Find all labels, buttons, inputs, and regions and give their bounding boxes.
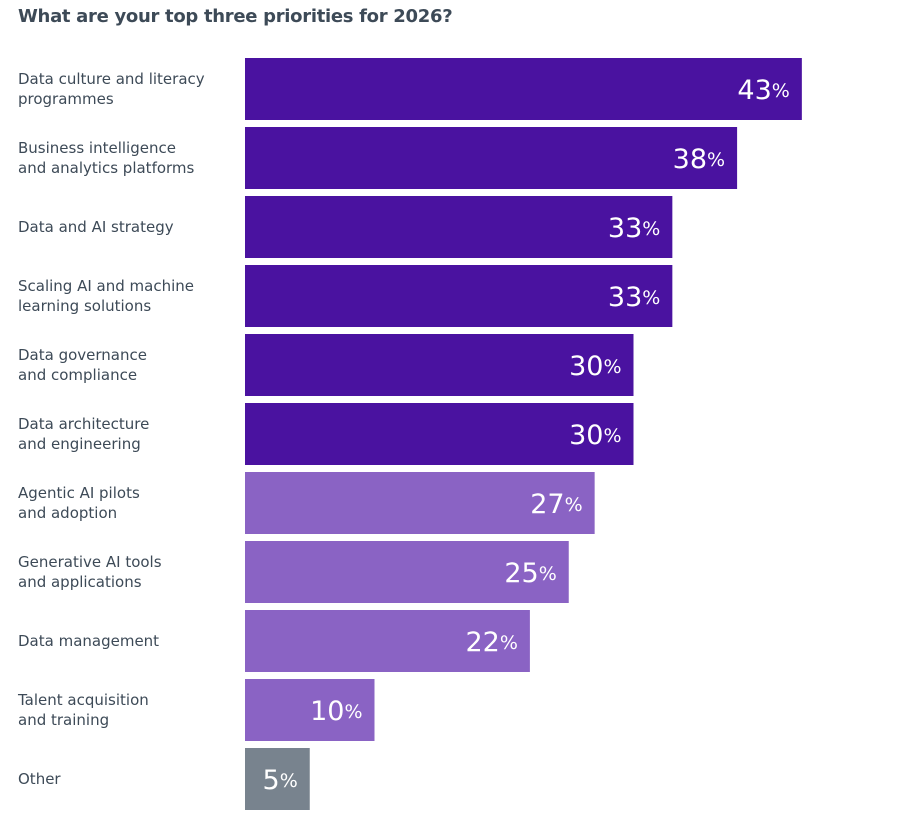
category-label: Data architecture and engineering xyxy=(18,415,150,453)
category-label: Data governance and compliance xyxy=(18,346,147,384)
value-label: 10% xyxy=(310,696,362,727)
category-label: Data and AI strategy xyxy=(18,218,174,236)
category-label: Business intelligence and analytics plat… xyxy=(18,139,195,177)
bar xyxy=(245,196,673,258)
bar xyxy=(245,127,738,189)
category-label: Generative AI tools and applications xyxy=(18,553,162,591)
value-label: 33% xyxy=(608,282,660,313)
bar xyxy=(245,541,569,603)
value-label: 30% xyxy=(569,420,621,451)
category-label: Agentic AI pilots and adoption xyxy=(18,484,140,522)
category-label: Data management xyxy=(18,632,160,650)
bar xyxy=(245,472,595,534)
bar xyxy=(245,334,634,396)
value-label: 33% xyxy=(608,213,660,244)
bar xyxy=(245,679,375,741)
value-label: 38% xyxy=(673,144,725,175)
bar xyxy=(245,265,673,327)
value-label: 22% xyxy=(465,627,517,658)
value-label: 43% xyxy=(737,75,789,106)
chart-title: What are your top three priorities for 2… xyxy=(18,6,453,27)
category-label: Talent acquisition and training xyxy=(18,691,149,729)
bar xyxy=(245,58,802,120)
bar xyxy=(245,403,634,465)
category-label: Scaling AI and machine learning solution… xyxy=(18,277,194,315)
category-label: Data culture and literacy programmes xyxy=(18,70,205,108)
bar xyxy=(245,748,310,810)
bar xyxy=(245,610,530,672)
value-label: 5% xyxy=(263,765,298,796)
value-label: 27% xyxy=(530,489,582,520)
value-label: 30% xyxy=(569,351,621,382)
value-label: 25% xyxy=(504,558,556,589)
category-label: Other xyxy=(18,770,61,788)
